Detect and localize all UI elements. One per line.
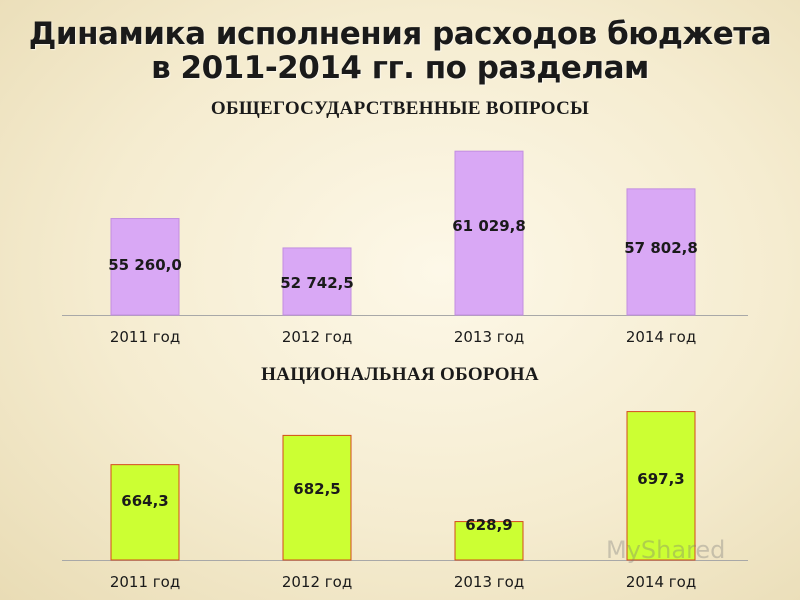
chart1-value-label-4: 57 802,8 (624, 239, 698, 257)
chart2-bar-4 (626, 411, 696, 561)
chart1-title: ОБЩЕГОСУДАРСТВЕННЫЕ ВОПРОСЫ (210, 98, 590, 119)
page-title-line1: Динамика исполнения расходов бюджета (28, 16, 772, 52)
chart1-bar-3 (454, 150, 524, 316)
chart1-category-label-3: 2013 год (454, 328, 524, 346)
chart1-value-label-1: 55 260,0 (108, 256, 182, 274)
chart1-category-label-1: 2011 год (110, 328, 180, 346)
chart2-bar-1 (110, 464, 180, 561)
chart1-value-label-3: 61 029,8 (452, 217, 526, 235)
chart2-category-label-4: 2014 год (626, 573, 696, 591)
page-title-line2: в 2011-2014 гг. по разделам (151, 50, 649, 86)
chart2-bar-3 (454, 521, 524, 561)
chart2-bar-2 (282, 434, 352, 561)
chart2-value-label-3: 628,9 (465, 516, 512, 534)
chart1-bar-4 (626, 188, 696, 316)
chart1-bar-2 (282, 247, 352, 316)
chart1-bar-1 (110, 218, 180, 316)
watermark-logo: MyShared (606, 536, 726, 564)
chart2-value-label-1: 664,3 (121, 492, 168, 510)
chart2-category-label-1: 2011 год (110, 573, 180, 591)
chart1-value-label-2: 52 742,5 (280, 274, 354, 292)
chart2-category-label-3: 2013 год (454, 573, 524, 591)
chart2-title: НАЦИОНАЛЬНАЯ ОБОРОНА (261, 364, 539, 385)
chart1-category-label-4: 2014 год (626, 328, 696, 346)
chart1-category-label-2: 2012 год (282, 328, 352, 346)
chart2-category-label-2: 2012 год (282, 573, 352, 591)
chart2-value-label-4: 697,3 (637, 470, 684, 488)
chart2-value-label-2: 682,5 (293, 480, 340, 498)
